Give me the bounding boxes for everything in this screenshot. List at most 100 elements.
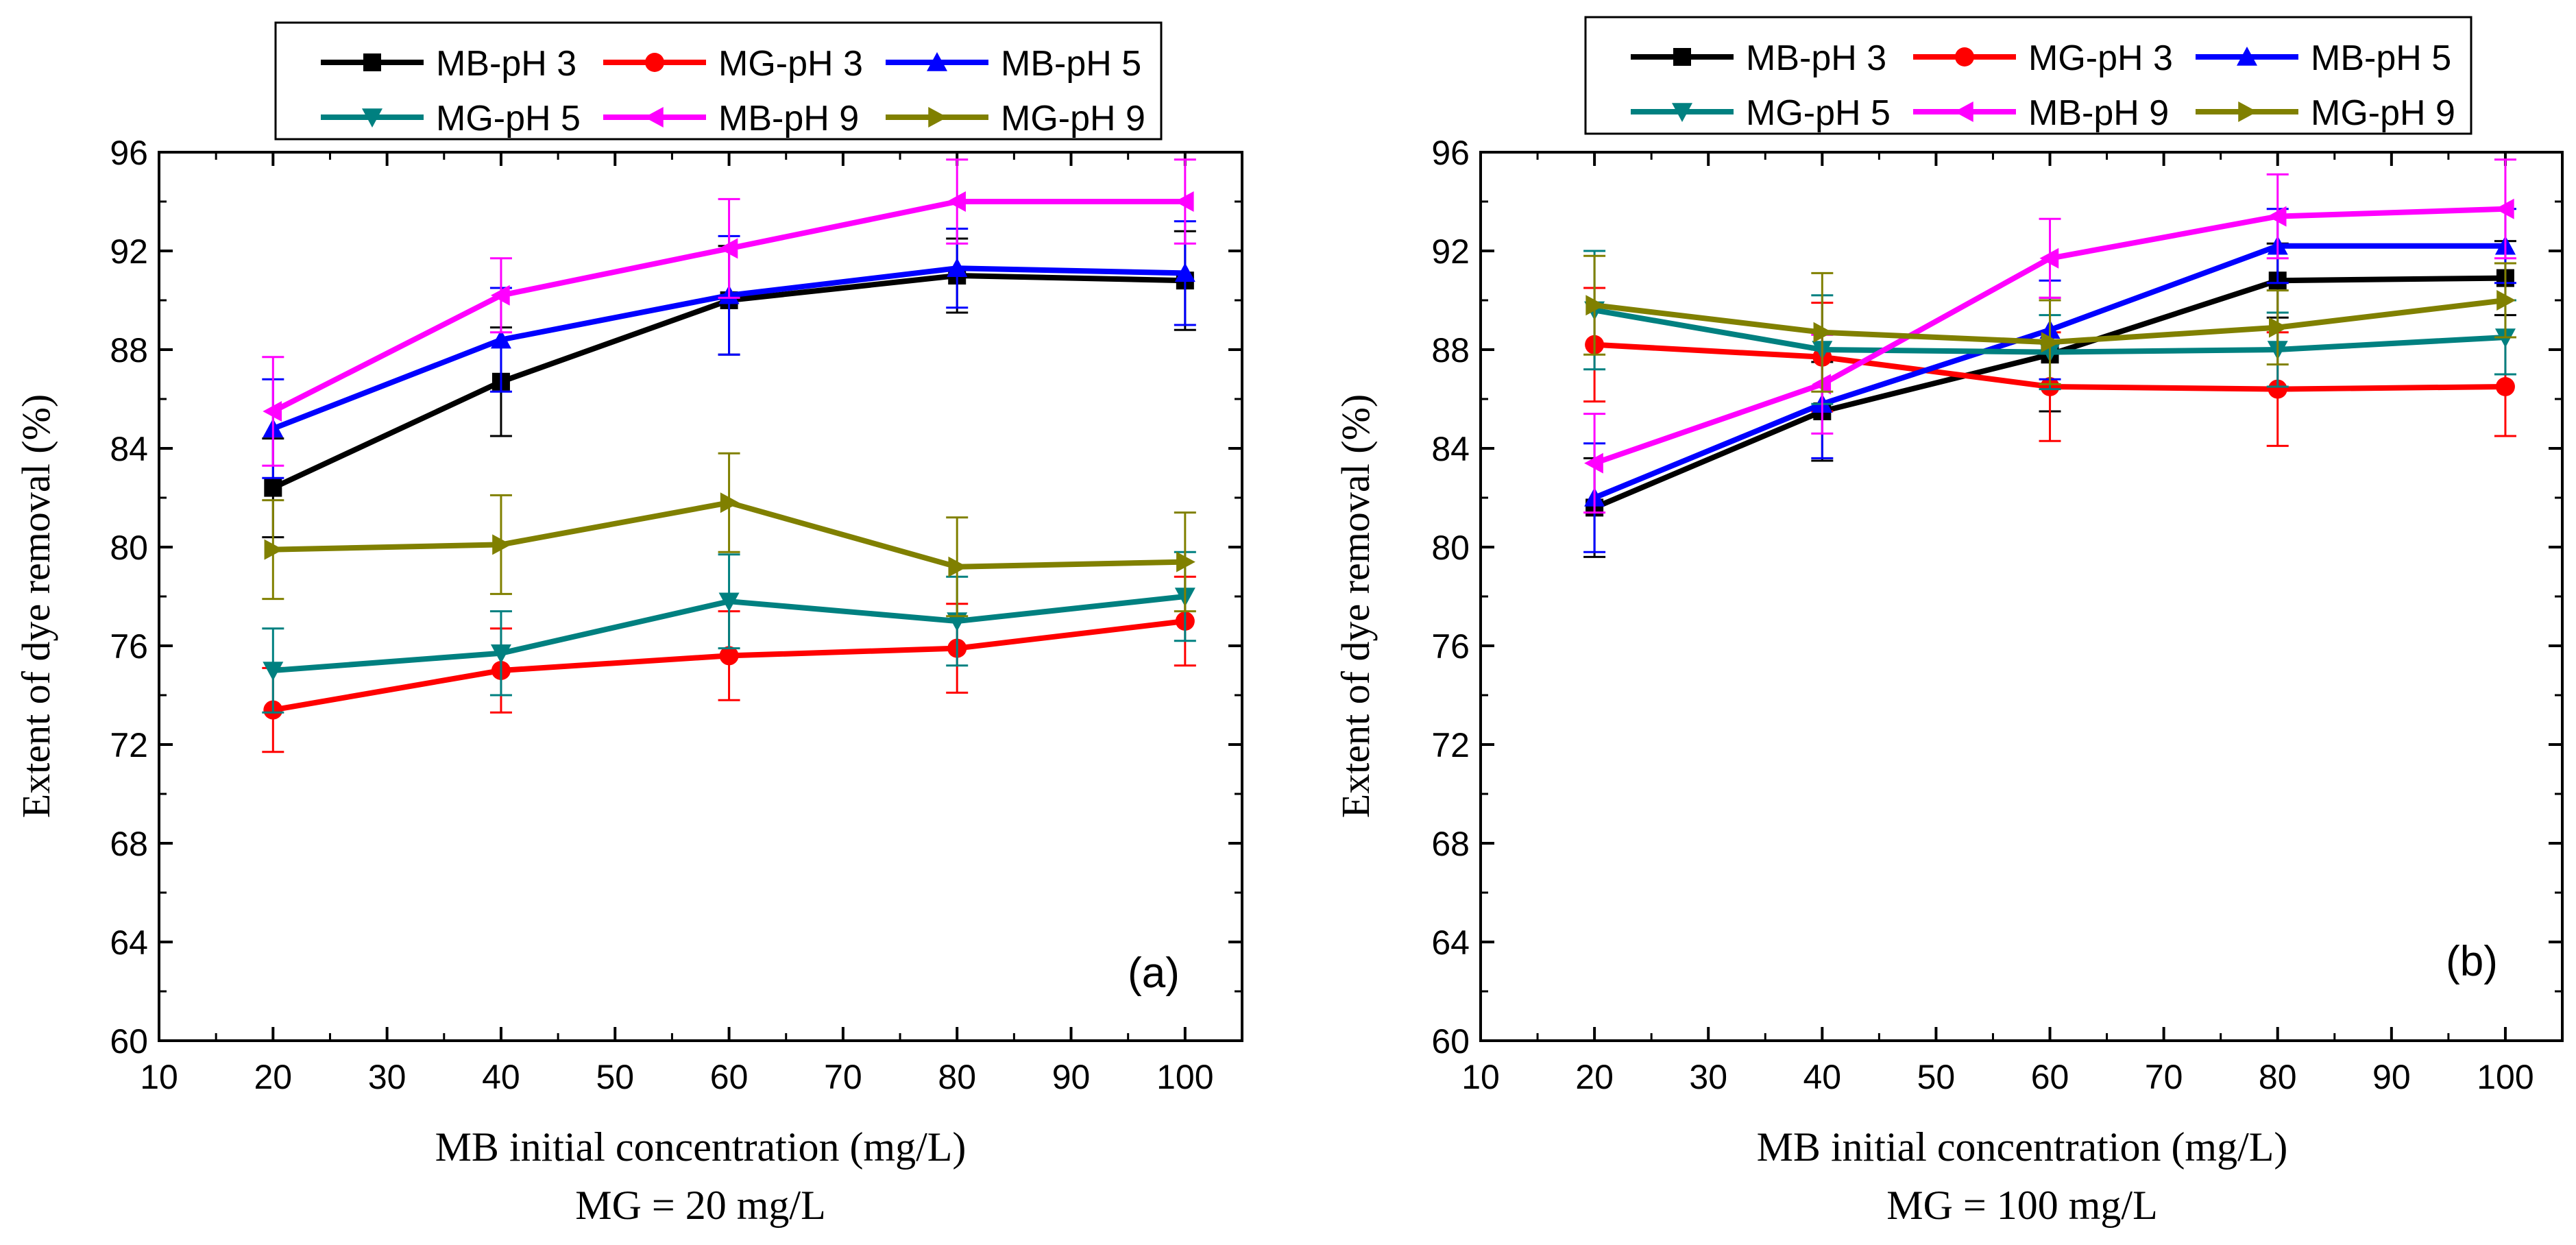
legend-entry: MG-pH 5 [1631, 93, 1891, 133]
x-tick-label: 90 [2372, 1058, 2411, 1096]
legend-label: MG-pH 9 [1001, 99, 1145, 138]
legend-entry: MB-pH 9 [1913, 93, 2169, 133]
y-tick-label: 68 [1431, 825, 1470, 863]
data-point [490, 285, 510, 306]
legend-marker [363, 53, 381, 71]
axes-frame [1479, 151, 2564, 1042]
y-tick-label: 80 [1431, 529, 1470, 567]
x-tick-label: 40 [482, 1058, 520, 1096]
legend-marker [644, 107, 664, 128]
legend-label: MG-pH 5 [436, 99, 581, 138]
x-tick-label: 60 [710, 1058, 749, 1096]
legend-marker [362, 108, 382, 128]
y-axis-label: Extent of dye removal (%) [14, 394, 58, 818]
y-tick-label: 92 [110, 232, 148, 271]
series-group [262, 158, 1196, 753]
data-point [2495, 377, 2515, 396]
data-point [720, 492, 740, 513]
x-tick-label: 30 [368, 1058, 406, 1096]
series-mg-ph-9 [262, 452, 1196, 618]
x-tick-label: 100 [1156, 1058, 1213, 1096]
y-tick-label: 76 [1431, 627, 1470, 666]
data-point [1813, 322, 1833, 343]
legend-entry: MB-pH 5 [2196, 38, 2451, 78]
legend-label: MB-pH 3 [436, 44, 576, 84]
x-tick-label: 50 [1917, 1058, 1956, 1096]
y-tick-label: 88 [110, 331, 148, 370]
y-tick-label: 64 [1431, 923, 1470, 962]
axes-frame [158, 151, 1243, 1042]
legend-marker [2237, 47, 2257, 66]
x-tick-label: 10 [1461, 1058, 1500, 1096]
legend-marker [2238, 101, 2257, 122]
y-tick-label: 96 [1431, 134, 1470, 172]
chart-panel-a: 10 20 30 40 50 60 70 80 90 100 60 64 68 72 76 80 84 88 92 9… [14, 21, 1243, 1228]
data-point [1174, 191, 1194, 212]
data-point [264, 479, 282, 497]
data-point [2268, 317, 2288, 338]
legend-marker [1955, 47, 1974, 67]
data-point [492, 534, 511, 555]
data-point [948, 556, 968, 577]
data-point [490, 644, 511, 664]
y-tick-label: 76 [110, 627, 148, 666]
data-point [1584, 452, 1603, 474]
panel-label: (b) [2446, 938, 2498, 985]
series-mg-ph-5 [262, 551, 1196, 714]
legend-entry: MG-pH 5 [321, 99, 581, 138]
data-point [2268, 379, 2287, 399]
data-point [1176, 551, 1195, 572]
legend-entry: MG-pH 3 [603, 44, 863, 84]
legend-entry: MG-pH 9 [2196, 93, 2455, 133]
y-tick-label: 88 [1431, 331, 1470, 370]
legend-entry: MG-pH 9 [886, 99, 1145, 138]
legend-label: MB-pH 5 [2311, 38, 2451, 78]
series-mb-ph-9 [1583, 158, 2516, 514]
y-tick-label: 84 [1431, 430, 1470, 468]
y-tick-label: 96 [110, 134, 148, 172]
x-tick-label: 30 [1689, 1058, 1727, 1096]
y-tick-label: 64 [110, 923, 148, 962]
data-point [490, 329, 511, 349]
legend: MB-pH 3 MG-pH 3 MB-pH 5 MG-pH 5 MB-pH 9 MG-pH… [1584, 16, 2472, 135]
x-tick-label: 70 [824, 1058, 862, 1096]
legend-label: MB-pH 9 [718, 99, 859, 138]
x-tick-label: 10 [140, 1058, 178, 1096]
series-mg-ph-9 [1583, 254, 2516, 393]
x-axis-label: MB initial concentration (mg/L) [435, 1124, 967, 1170]
y-tick-label: 80 [110, 529, 148, 567]
legend-marker [928, 107, 947, 128]
x-tick-label: 90 [1052, 1058, 1091, 1096]
series-mb-ph-9 [262, 158, 1196, 467]
series-group [1583, 158, 2516, 558]
legend-entry: MG-pH 3 [1913, 38, 2173, 78]
y-tick-label: 84 [110, 430, 148, 468]
legend-label: MB-pH 3 [1746, 38, 1886, 78]
data-point [947, 258, 968, 277]
x-tick-label: 20 [254, 1058, 293, 1096]
y-tick-label: 68 [110, 825, 148, 863]
legend-entry: MB-pH 3 [1631, 38, 1886, 78]
data-point [718, 238, 738, 259]
x-tick-label: 80 [2259, 1058, 2297, 1096]
tick-labels: 10 20 30 40 50 60 70 80 90 100 60 64 68 72 76 80 84 88 92 9… [110, 134, 1213, 1096]
plot-area-border [1479, 151, 2564, 1042]
x-tick-label: 60 [2031, 1058, 2069, 1096]
x-tick-label: 50 [596, 1058, 634, 1096]
data-point [947, 191, 966, 212]
data-point [2039, 247, 2059, 269]
legend-marker [1673, 48, 1691, 66]
legend-marker [1672, 103, 1692, 122]
data-point [1174, 263, 1195, 282]
legend-entry: MB-pH 3 [321, 44, 576, 84]
data-point [264, 539, 284, 560]
legend-label: MB-pH 9 [2028, 93, 2169, 133]
data-point [263, 662, 284, 681]
data-point [718, 592, 740, 612]
data-point [2496, 290, 2516, 311]
plot-area-border [158, 151, 1243, 1042]
data-point [2494, 198, 2514, 219]
x-tick-label: 80 [938, 1058, 976, 1096]
y-tick-label: 60 [1431, 1022, 1470, 1061]
